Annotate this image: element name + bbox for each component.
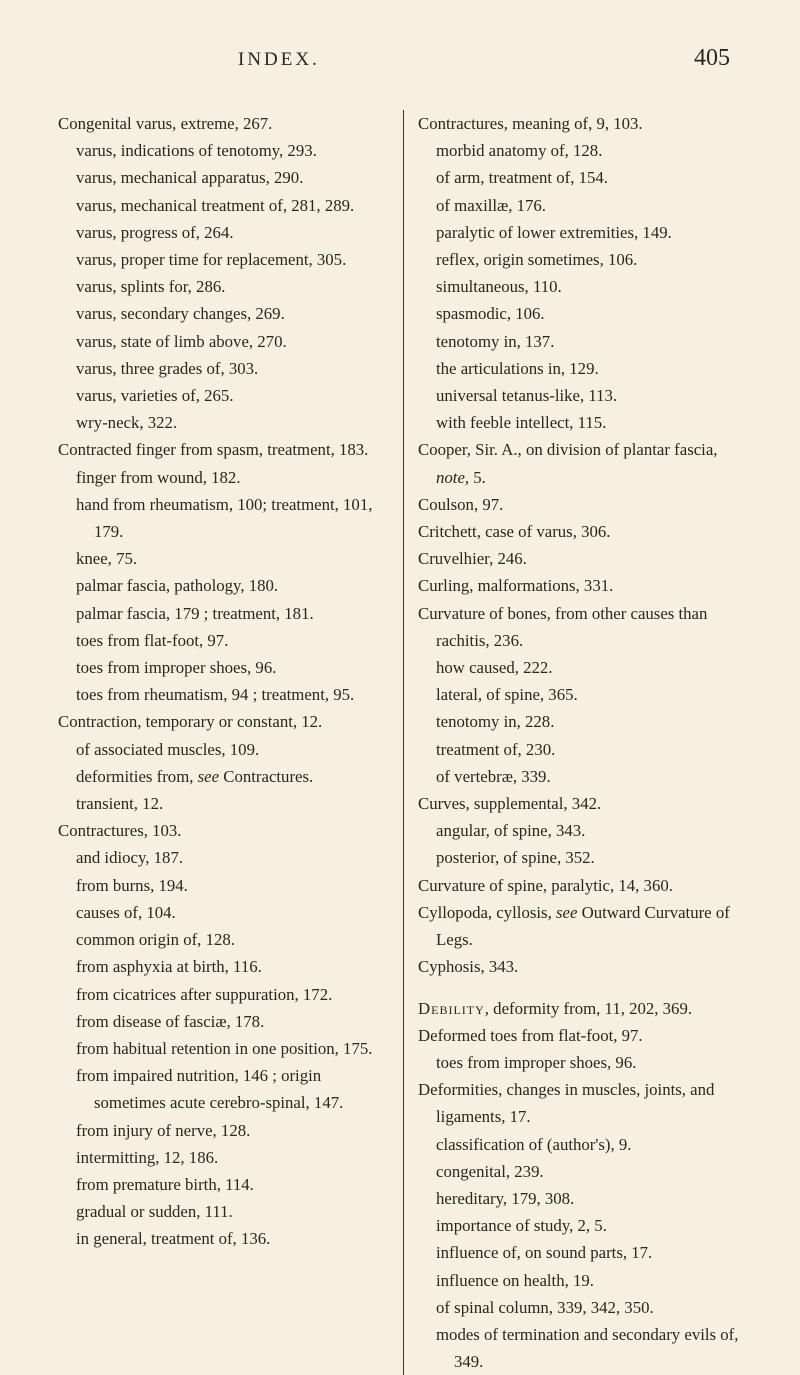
italic-ref: note, [436,468,469,487]
index-entry: knee, 75. [58,545,389,572]
section-heading: Debility [418,999,485,1018]
italic-ref: see [198,767,219,786]
index-entry: Curvature of bones, from other causes th… [418,600,750,654]
index-entry: Debility, deformity from, 11, 202, 369. [418,995,750,1022]
index-entry: from asphyxia at birth, 116. [58,953,389,980]
index-entry: palmar fascia, pathology, 180. [58,572,389,599]
index-entry: of maxillæ, 176. [418,192,750,219]
index-entry: classification of (author's), 9. [418,1131,750,1158]
index-entry: paralytic of lower extremities, 149. [418,219,750,246]
index-entry: palmar fascia, 179 ; treatment, 181. [58,600,389,627]
index-entry: Curves, supplemental, 342. [418,790,750,817]
index-entry: treatment of, 230. [418,736,750,763]
index-entry: varus, mechanical treatment of, 281, 289… [58,192,389,219]
index-entry: influence on health, 19. [418,1267,750,1294]
index-entry: from habitual retention in one position,… [58,1035,389,1062]
index-entry: from disease of fasciæ, 178. [58,1008,389,1035]
index-entry: with feeble intellect, 115. [418,409,750,436]
index-entry: Contractures, meaning of, 9, 103. [418,110,750,137]
index-entry: posterior, of spine, 352. [418,844,750,871]
index-entry: toes from flat-foot, 97. [58,627,389,654]
index-entry: Congenital varus, extreme, 267. [58,110,389,137]
index-entry: varus, indications of tenotomy, 293. [58,137,389,164]
italic-ref: see [556,903,577,922]
index-entry: intermitting, 12, 186. [58,1144,389,1171]
index-entry: Cyllopoda, cyllosis, see Outward Curvatu… [418,899,750,953]
index-entry: importance of study, 2, 5. [418,1212,750,1239]
index-entry: from premature birth, 114. [58,1171,389,1198]
index-entry: common origin of, 128. [58,926,389,953]
text-segment: Contractures. [219,767,313,786]
index-entry: lateral, of spine, 365. [418,681,750,708]
index-entry: varus, proper time for replacement, 305. [58,246,389,273]
index-entry: modes of termination and secondary evils… [418,1321,750,1375]
index-entry: from cicatrices after suppuration, 172. [58,981,389,1008]
index-entry: hereditary, 179, 308. [418,1185,750,1212]
index-entry: reflex, origin sometimes, 106. [418,246,750,273]
index-entry: varus, secondary changes, 269. [58,300,389,327]
index-entry: toes from improper shoes, 96. [418,1049,750,1076]
text-segment: Cyllopoda, cyllosis, [418,903,556,922]
index-entry: varus, state of limb above, 270. [58,328,389,355]
page-header: INDEX. 405 [58,45,750,72]
index-entry: toes from rheumatism, 94 ; treatment, 95… [58,681,389,708]
text-segment: deformities from, [76,767,198,786]
index-entry: of spinal column, 339, 342, 350. [418,1294,750,1321]
text-segment: , deformity from, 11, 202, 369. [485,999,692,1018]
content-columns: Congenital varus, extreme, 267. varus, i… [58,110,750,1375]
index-entry: varus, varieties of, 265. [58,382,389,409]
index-entry: spasmodic, 106. [418,300,750,327]
index-entry: Critchett, case of varus, 306. [418,518,750,545]
text-segment: 5. [469,468,486,487]
index-entry: from injury of nerve, 128. [58,1117,389,1144]
index-entry: varus, mechanical apparatus, 290. [58,164,389,191]
index-entry: Contraction, temporary or constant, 12. [58,708,389,735]
index-entry: transient, 12. [58,790,389,817]
index-entry: Coulson, 97. [418,491,750,518]
index-entry: in general, treatment of, 136. [58,1225,389,1252]
index-entry: Cruvelhier, 246. [418,545,750,572]
index-entry: toes from improper shoes, 96. [58,654,389,681]
index-entry: Cooper, Sir. A., on division of plantar … [418,436,750,490]
text-segment: Cooper, Sir. A., on division of plantar … [418,440,717,459]
page-number: 405 [694,45,730,72]
index-entry: gradual or sudden, 111. [58,1198,389,1225]
index-entry: congenital, 239. [418,1158,750,1185]
index-entry: varus, splints for, 286. [58,273,389,300]
header-title: INDEX. [238,49,320,71]
index-entry: Curvature of spine, paralytic, 14, 360. [418,872,750,899]
index-entry: tenotomy in, 228. [418,708,750,735]
index-entry: of associated muscles, 109. [58,736,389,763]
left-column: Congenital varus, extreme, 267. varus, i… [58,110,404,1375]
index-entry: varus, three grades of, 303. [58,355,389,382]
index-entry: universal tetanus-like, 113. [418,382,750,409]
index-entry: from impaired nutrition, 146 ; origin so… [58,1062,389,1116]
index-entry: Contracted finger from spasm, treatment,… [58,436,389,463]
index-entry: hand from rheumatism, 100; treatment, 10… [58,491,389,545]
index-entry: angular, of spine, 343. [418,817,750,844]
index-entry: of arm, treatment of, 154. [418,164,750,191]
index-entry: deformities from, see Contractures. [58,763,389,790]
index-entry: wry-neck, 322. [58,409,389,436]
index-entry: and idiocy, 187. [58,844,389,871]
index-entry: simultaneous, 110. [418,273,750,300]
index-entry: influence of, on sound parts, 17. [418,1239,750,1266]
section-gap [418,981,750,995]
index-entry: morbid anatomy of, 128. [418,137,750,164]
index-entry: Deformed toes from flat-foot, 97. [418,1022,750,1049]
index-entry: Curling, malformations, 331. [418,572,750,599]
index-entry: causes of, 104. [58,899,389,926]
index-entry: finger from wound, 182. [58,464,389,491]
index-entry: from burns, 194. [58,872,389,899]
index-entry: the articulations in, 129. [418,355,750,382]
index-entry: of vertebræ, 339. [418,763,750,790]
index-entry: Contractures, 103. [58,817,389,844]
index-entry: varus, progress of, 264. [58,219,389,246]
right-column: Contractures, meaning of, 9, 103. morbid… [404,110,750,1375]
index-entry: tenotomy in, 137. [418,328,750,355]
index-entry: Cyphosis, 343. [418,953,750,980]
index-entry: how caused, 222. [418,654,750,681]
index-entry: Deformities, changes in muscles, joints,… [418,1076,750,1130]
